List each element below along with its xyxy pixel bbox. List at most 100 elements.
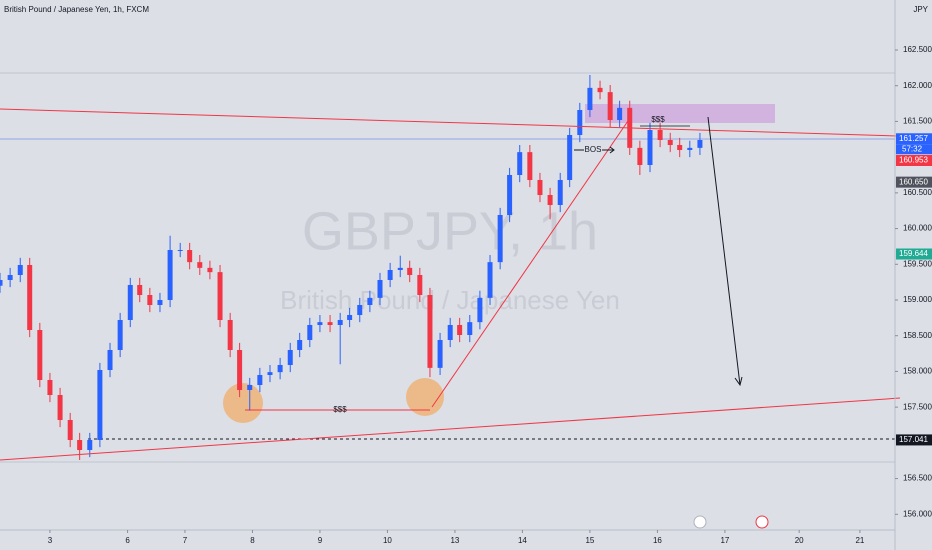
x-tick-label: 14 bbox=[518, 536, 527, 545]
annotation: BOS bbox=[585, 145, 602, 154]
candle-body bbox=[597, 87, 603, 93]
candle-body bbox=[577, 110, 583, 135]
supply-zone bbox=[585, 104, 775, 123]
trendline bbox=[431, 117, 631, 408]
y-tick-label: 159.000 bbox=[903, 295, 932, 304]
price-badge bbox=[896, 155, 932, 166]
candle-body bbox=[397, 267, 403, 270]
candle-body bbox=[667, 140, 673, 145]
candle-body bbox=[477, 297, 483, 323]
x-tick-label: 10 bbox=[383, 536, 392, 545]
candle-body bbox=[7, 275, 13, 280]
candle-body bbox=[217, 272, 223, 320]
y-tick-label: 156.500 bbox=[903, 474, 932, 483]
x-tick-label: 17 bbox=[720, 536, 729, 545]
candle-body bbox=[517, 152, 523, 175]
candle-body bbox=[337, 320, 343, 325]
liquidity-circle bbox=[406, 378, 444, 416]
x-tick-label: 15 bbox=[585, 536, 594, 545]
candle-body bbox=[487, 262, 493, 298]
candle-body bbox=[567, 135, 573, 180]
price-badge-label: 159.644 bbox=[899, 249, 928, 258]
x-tick-label: 21 bbox=[855, 536, 864, 545]
candle-body bbox=[427, 295, 433, 368]
x-tick-label: 20 bbox=[795, 536, 804, 545]
candle-body bbox=[287, 350, 293, 365]
x-tick-label: 13 bbox=[450, 536, 459, 545]
chart-title: British Pound / Japanese Yen, 1h, FXCM bbox=[4, 5, 149, 14]
candle-body bbox=[347, 315, 353, 320]
candle-body bbox=[417, 275, 423, 295]
candle-body bbox=[0, 280, 3, 286]
y-tick-label: 157.500 bbox=[903, 402, 932, 411]
price-badge bbox=[896, 176, 932, 188]
bos-arrow bbox=[602, 146, 615, 154]
candle-body bbox=[327, 322, 333, 325]
x-tick-label: 3 bbox=[48, 536, 53, 545]
watermark-name: British Pound / Japanese Yen bbox=[280, 285, 620, 315]
y-tick-label: 162.500 bbox=[903, 45, 932, 54]
countdown: 57:32 bbox=[902, 144, 923, 153]
candle-body bbox=[37, 330, 43, 380]
candle-body bbox=[687, 147, 693, 150]
candle-body bbox=[447, 325, 453, 340]
projection-arrow bbox=[707, 116, 743, 387]
candle-body bbox=[437, 340, 443, 368]
candle-body bbox=[77, 440, 83, 450]
candle-body bbox=[617, 107, 623, 120]
x-tick-label: 16 bbox=[653, 536, 662, 545]
price-badge-label: 161.257 bbox=[899, 134, 928, 143]
candle-body bbox=[127, 285, 133, 320]
y-tick-label: 156.000 bbox=[903, 509, 932, 518]
x-tick-label: 6 bbox=[125, 536, 130, 545]
event-icon[interactable] bbox=[755, 515, 769, 529]
price-badge-label: 160.650 bbox=[899, 177, 928, 186]
candle-body bbox=[497, 215, 503, 263]
watermark-symbol: GBPJPY, 1h bbox=[302, 201, 598, 261]
price-badge bbox=[896, 133, 932, 145]
y-tick-label: 160.000 bbox=[903, 224, 932, 233]
candle-body bbox=[527, 152, 533, 180]
candle-body bbox=[357, 305, 363, 315]
candle-body bbox=[197, 262, 203, 268]
candle-body bbox=[607, 92, 613, 120]
candles bbox=[0, 75, 703, 460]
candle-body bbox=[677, 145, 683, 150]
event-icon[interactable] bbox=[693, 515, 707, 529]
x-tick-label: 8 bbox=[250, 536, 255, 545]
candle-body bbox=[647, 130, 653, 165]
y-tick-label: 161.500 bbox=[903, 117, 932, 126]
annotation: $$$ bbox=[333, 405, 347, 414]
candle-body bbox=[697, 140, 703, 148]
candle-body bbox=[267, 372, 273, 375]
price-badge-label: 160.953 bbox=[899, 156, 928, 165]
candle-body bbox=[387, 270, 393, 280]
candle-body bbox=[277, 365, 283, 373]
candle-body bbox=[227, 320, 233, 350]
candle-body bbox=[17, 265, 23, 275]
candle-body bbox=[247, 385, 253, 390]
candle-body bbox=[537, 180, 543, 195]
price-badge-label: 157.041 bbox=[899, 435, 928, 444]
candle-body bbox=[297, 340, 303, 350]
candle-body bbox=[587, 87, 593, 110]
candle-body bbox=[177, 250, 183, 251]
y-tick-label: 158.000 bbox=[903, 367, 932, 376]
annotation: $$$ bbox=[651, 115, 665, 124]
currency: JPY bbox=[913, 5, 928, 14]
candle-body bbox=[557, 180, 563, 205]
candle-body bbox=[137, 285, 143, 295]
candle-body bbox=[57, 395, 63, 420]
candle-body bbox=[367, 297, 373, 305]
x-tick-label: 7 bbox=[183, 536, 188, 545]
y-tick-label: 159.500 bbox=[903, 259, 932, 268]
countdown-badge bbox=[896, 144, 932, 155]
candle-body bbox=[67, 420, 73, 440]
candle-body bbox=[87, 440, 93, 450]
candle-body bbox=[207, 267, 213, 273]
price-badge bbox=[896, 248, 932, 260]
candle-body bbox=[97, 370, 103, 440]
candle-body bbox=[657, 130, 663, 140]
trendline bbox=[0, 397, 901, 461]
